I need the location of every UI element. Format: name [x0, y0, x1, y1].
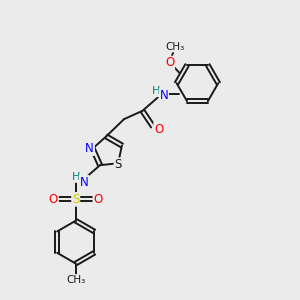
Text: H: H: [71, 172, 80, 182]
Text: CH₃: CH₃: [66, 275, 85, 285]
Text: N: N: [160, 89, 168, 102]
Text: O: O: [154, 123, 164, 136]
Text: N: N: [85, 142, 94, 155]
Text: O: O: [165, 56, 174, 70]
Text: S: S: [72, 193, 80, 206]
Text: N: N: [80, 176, 88, 189]
Text: O: O: [93, 193, 103, 206]
Text: CH₃: CH₃: [165, 42, 184, 52]
Text: O: O: [49, 193, 58, 206]
Text: H: H: [152, 86, 160, 96]
Text: S: S: [114, 158, 122, 171]
